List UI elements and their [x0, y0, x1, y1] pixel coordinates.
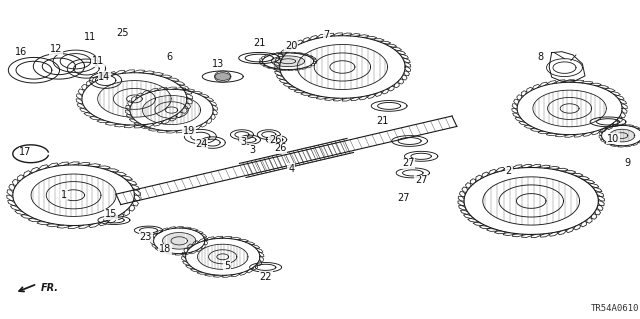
Text: 26: 26 [269, 135, 282, 145]
Text: 13: 13 [211, 59, 224, 70]
Text: 12: 12 [50, 44, 63, 55]
Text: 3: 3 [240, 137, 246, 147]
Text: 21: 21 [253, 38, 266, 48]
Text: 7: 7 [323, 30, 330, 40]
Text: 9: 9 [624, 158, 630, 168]
Text: 8: 8 [538, 52, 544, 63]
Text: 5: 5 [224, 261, 230, 271]
Text: 27: 27 [402, 158, 415, 168]
Text: 6: 6 [166, 52, 173, 63]
Text: 14: 14 [98, 71, 111, 82]
Text: 10: 10 [607, 134, 620, 144]
Circle shape [215, 73, 230, 80]
Text: FR.: FR. [40, 283, 58, 293]
Text: 19: 19 [182, 126, 195, 136]
Text: 3: 3 [250, 145, 256, 155]
Text: 27: 27 [397, 193, 410, 204]
Text: 22: 22 [259, 272, 272, 282]
Text: 23: 23 [140, 232, 152, 242]
Text: 16: 16 [15, 47, 28, 57]
Text: 11: 11 [83, 32, 96, 42]
Text: 24: 24 [195, 139, 208, 149]
Text: 26: 26 [274, 143, 287, 153]
Text: 25: 25 [116, 28, 129, 39]
Text: 17: 17 [19, 147, 32, 158]
Text: 21: 21 [376, 116, 389, 126]
Text: 2: 2 [506, 166, 512, 176]
Text: 27: 27 [415, 175, 428, 185]
Text: 20: 20 [285, 41, 298, 51]
Text: 15: 15 [104, 209, 117, 219]
Text: TR54A0610: TR54A0610 [590, 304, 639, 313]
Text: 18: 18 [159, 244, 172, 255]
Text: 4: 4 [288, 164, 294, 174]
Text: 11: 11 [92, 56, 104, 66]
Text: 1: 1 [61, 189, 67, 200]
